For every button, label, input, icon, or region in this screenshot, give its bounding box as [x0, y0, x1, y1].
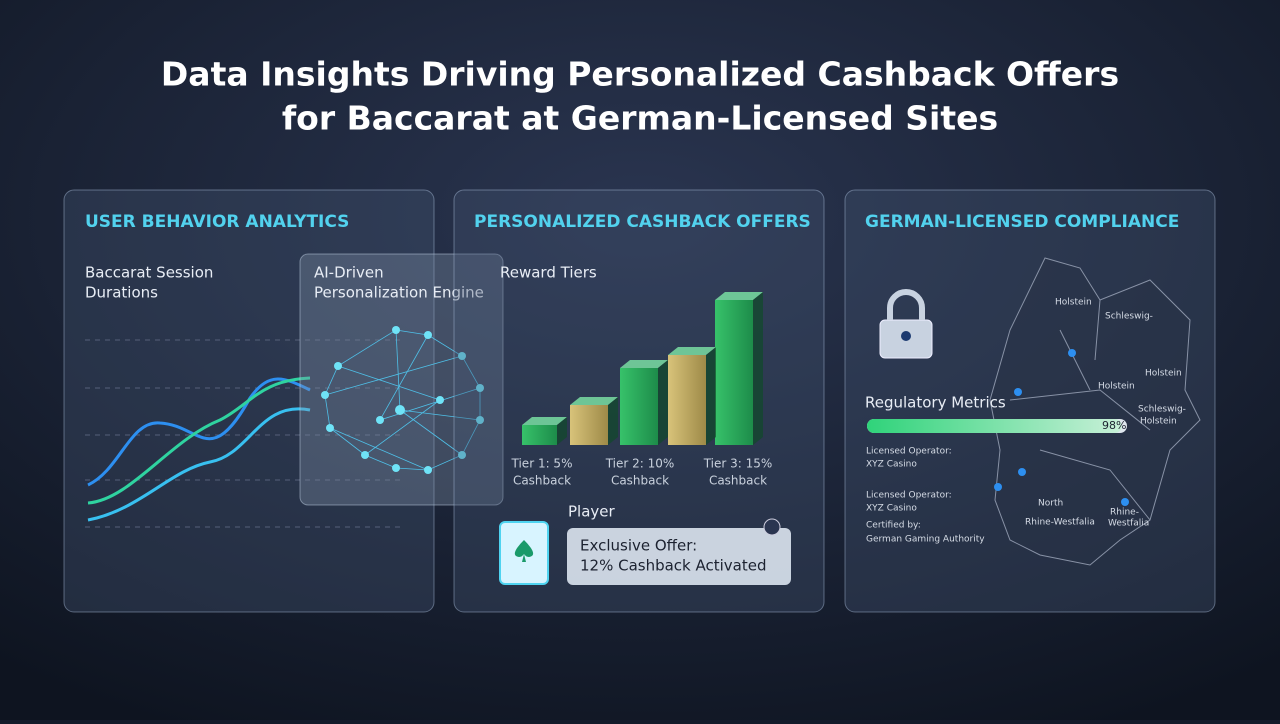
detail: Certified by: — [866, 521, 921, 531]
tier-label: Tier 2: 10% — [605, 457, 675, 471]
lock-hole — [901, 331, 911, 341]
map-label: Rhine- — [1110, 508, 1139, 518]
panel: GERMAN-LICENSED COMPLIANCE Regulatory Me… — [844, 189, 1216, 613]
subtitle: Baccarat Session — [85, 264, 213, 282]
subtitle: Durations — [85, 284, 158, 302]
map — [989, 257, 1201, 566]
title: Data Insights Driving Personalized Cashb… — [161, 55, 1119, 94]
offer-box — [567, 528, 791, 585]
title: for Baccarat at German-Licensed Sites — [282, 99, 998, 138]
offer-text: Exclusive Offer: — [580, 537, 697, 555]
player-label: Player — [568, 503, 616, 521]
map-label: Westfalia — [1108, 519, 1149, 529]
map-label: Holstein — [1145, 369, 1182, 379]
trend-lines — [87, 376, 311, 522]
map-label: Holstein — [1055, 298, 1092, 308]
tier-label: Cashback — [611, 474, 669, 488]
map-label: Schleswig- — [1105, 312, 1153, 322]
tier-bars — [522, 292, 763, 445]
panel: USER BEHAVIOR ANALYTICS Baccarat Session… — [63, 189, 504, 613]
detail: Licensed Operator: — [866, 447, 952, 457]
lock-shackle — [887, 289, 925, 320]
heading: GERMAN-LICENSED COMPLIANCE — [865, 212, 1179, 232]
network-nodes — [321, 326, 484, 474]
map-pins — [994, 349, 1129, 506]
progress-label: 98% — [1102, 419, 1126, 432]
detail: XYZ Casino — [866, 460, 917, 470]
detail: XYZ Casino — [866, 504, 917, 514]
spade — [514, 540, 534, 562]
map-label: Holstein — [1140, 417, 1177, 427]
map-label: Holstein — [1098, 382, 1135, 392]
subtitle: Reward Tiers — [500, 264, 597, 282]
tier-label: Tier 1: 5% — [511, 457, 573, 471]
heading: USER BEHAVIOR ANALYTICS — [85, 212, 349, 232]
detail: Licensed Operator: — [866, 491, 952, 501]
tier-label: Cashback — [709, 474, 767, 488]
map-label: Schleswig- — [1138, 405, 1186, 415]
overlay-text: Personalization Engine — [314, 284, 484, 302]
metrics-label: Regulatory Metrics — [865, 394, 1006, 412]
heading: PERSONALIZED CASHBACK OFFERS — [474, 212, 811, 232]
offer-text: 12% Cashback Activated — [580, 557, 767, 575]
tier-label: Cashback — [513, 474, 571, 488]
progress-fill — [867, 419, 1122, 433]
overlay-box — [299, 253, 504, 506]
detail: German Gaming Authority — [866, 535, 985, 545]
tier-label: Tier 3: 15% — [703, 457, 773, 471]
map-label: Rhine-Westfalia — [1025, 518, 1095, 528]
grid — [85, 339, 405, 528]
panel: PERSONALIZED CASHBACK OFFERS Reward Tier… — [453, 189, 825, 613]
map-label: North — [1038, 499, 1063, 509]
overlay-text: AI-Driven — [314, 264, 384, 282]
offer-icon — [763, 518, 781, 536]
